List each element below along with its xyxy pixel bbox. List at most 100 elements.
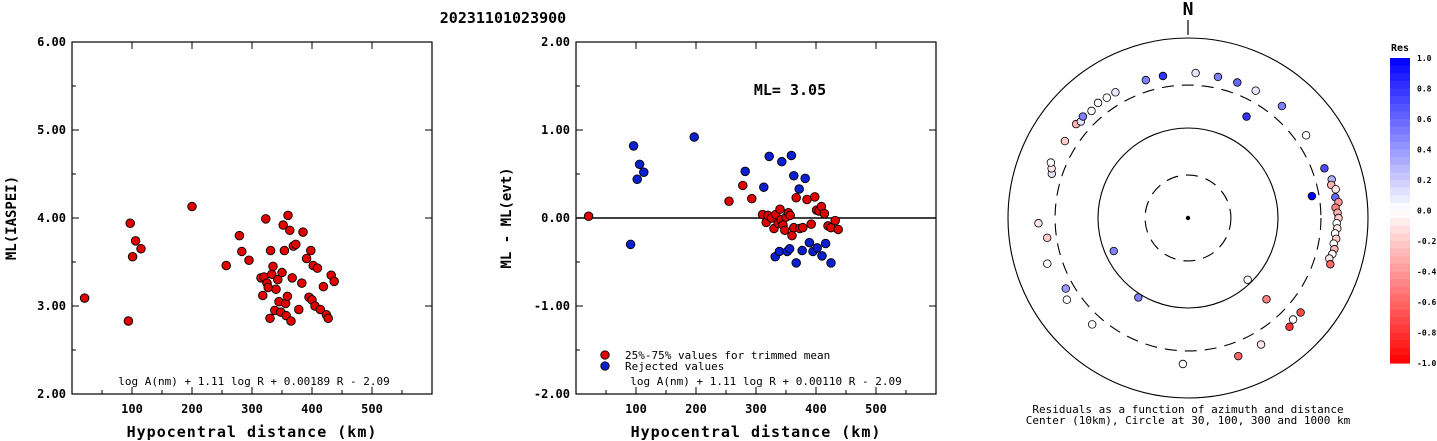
colorbar-step bbox=[1390, 164, 1410, 173]
x-tick-label: 400 bbox=[805, 402, 827, 416]
y-axis-label: ML(IASPEI) bbox=[4, 176, 20, 260]
magnitude-point bbox=[282, 291, 293, 302]
rejected-point bbox=[689, 132, 699, 142]
formula-text: log A(nm) + 1.11 log R + 0.00189 R - 2.0… bbox=[118, 375, 390, 388]
distance-ring-300km bbox=[1054, 84, 1322, 352]
colorbar-step bbox=[1390, 65, 1410, 74]
station-residual-point bbox=[1087, 320, 1097, 329]
colorbar-step bbox=[1390, 286, 1410, 295]
ring-group bbox=[1007, 37, 1369, 399]
accepted-point bbox=[583, 211, 594, 221]
y-tick-label: 2.00 bbox=[541, 35, 570, 49]
magnitude-point bbox=[286, 316, 296, 326]
magnitude-point bbox=[221, 260, 231, 271]
station-residual-point bbox=[1277, 101, 1287, 111]
point-group bbox=[79, 201, 339, 326]
colorbar-tick-label: 0.2 bbox=[1417, 176, 1432, 185]
station-residual-point bbox=[1111, 88, 1120, 97]
colorbar-step bbox=[1390, 302, 1410, 311]
rejected-point bbox=[804, 237, 815, 248]
accepted-point bbox=[791, 193, 801, 203]
tick-group: 100 200 300 400 500 2.00 3.00 4.00 5.00 6.00 bbox=[37, 35, 432, 416]
rejected-point bbox=[628, 141, 639, 151]
x-axis-label: Hypocentral distance (km) bbox=[127, 423, 378, 441]
colorbar-step bbox=[1390, 248, 1410, 257]
accepted-point bbox=[738, 180, 748, 191]
colorbar-step bbox=[1390, 317, 1410, 326]
colorbar-step bbox=[1390, 233, 1410, 242]
point-group bbox=[583, 132, 843, 268]
colorbar-step bbox=[1390, 195, 1410, 204]
rejected-point bbox=[740, 166, 750, 177]
accepted-point bbox=[830, 215, 840, 226]
station-residual-point bbox=[1087, 106, 1096, 116]
rejected-point bbox=[800, 173, 810, 184]
colorbar-step bbox=[1390, 355, 1410, 364]
station-residual-point bbox=[1062, 295, 1072, 304]
north-label: N bbox=[1183, 0, 1194, 20]
colorbar-step bbox=[1390, 88, 1410, 97]
magnitude-point bbox=[273, 274, 283, 285]
accepted-point bbox=[802, 194, 812, 205]
x-tick-label: 300 bbox=[745, 402, 767, 416]
azimuth-residual-panel: N Residuals as a function of azimuth and… bbox=[1007, 0, 1436, 427]
rejected-point bbox=[764, 151, 774, 162]
magnitude-point bbox=[294, 304, 304, 315]
colorbar-tick-label: -0.6 bbox=[1417, 298, 1436, 307]
station-residual-point bbox=[1288, 315, 1298, 324]
legend-accepted-label: 25%-75% values for trimmed mean bbox=[625, 349, 830, 362]
colorbar-tick-label: 0.8 bbox=[1417, 85, 1432, 94]
x-tick-label: 200 bbox=[181, 402, 203, 416]
rejected-point bbox=[826, 258, 836, 268]
station-residual-point bbox=[1061, 284, 1070, 293]
rejected-point bbox=[794, 184, 804, 194]
y-tick-label: 0.00 bbox=[541, 211, 570, 225]
station-residual-point bbox=[1102, 93, 1112, 102]
colorbar-tick-label: 1.0 bbox=[1417, 54, 1432, 63]
station-residual-point bbox=[1213, 72, 1223, 82]
magnitude-point bbox=[136, 244, 146, 254]
accepted-point bbox=[806, 219, 816, 229]
colorbar-tick-label: -0.2 bbox=[1417, 237, 1436, 246]
y-axis-label: ML - ML(evt) bbox=[499, 167, 515, 268]
station-residual-point bbox=[1178, 359, 1188, 369]
colorbar-step bbox=[1390, 241, 1410, 250]
station-residual-point bbox=[1158, 71, 1168, 81]
station-residual-point bbox=[1078, 112, 1088, 121]
magnitude-point bbox=[298, 227, 308, 237]
rejected-point bbox=[632, 174, 642, 185]
colorbar-tick-label: -1.0 bbox=[1417, 359, 1436, 368]
colorbar-step bbox=[1390, 157, 1410, 166]
magnitude-point bbox=[265, 245, 276, 256]
plot-frame bbox=[71, 41, 433, 395]
distance-ring-1000km bbox=[1007, 37, 1369, 399]
y-tick-label: -1.00 bbox=[534, 299, 570, 313]
colorbar-tick-label: -0.8 bbox=[1417, 329, 1436, 338]
magnitude-point bbox=[277, 267, 287, 278]
magnitude-point bbox=[271, 284, 281, 295]
station-residual-point bbox=[1046, 158, 1056, 167]
x-tick-label: 300 bbox=[241, 402, 263, 416]
y-tick-label: 5.00 bbox=[37, 123, 66, 137]
magnitude-point bbox=[278, 220, 288, 230]
rejected-point bbox=[797, 245, 807, 256]
magnitude-point bbox=[79, 293, 90, 303]
station-residual-point bbox=[1243, 275, 1252, 284]
x-tick-label: 400 bbox=[301, 402, 323, 416]
formula-text: log A(nm) + 1.11 log R + 0.00110 R - 2.0… bbox=[630, 375, 902, 388]
magnitude-point bbox=[244, 255, 254, 265]
station-residual-point bbox=[1326, 260, 1335, 269]
colorbar-step bbox=[1390, 279, 1410, 288]
magnitude-point bbox=[301, 253, 312, 264]
colorbar-step bbox=[1390, 58, 1410, 67]
colorbar-tick-label: 0.6 bbox=[1417, 115, 1432, 124]
station-residual-point bbox=[1296, 308, 1305, 317]
colorbar-step bbox=[1390, 347, 1410, 356]
legend-accepted-marker bbox=[600, 350, 610, 360]
station-residual-point bbox=[1043, 259, 1052, 268]
y-tick-label: 3.00 bbox=[37, 299, 66, 313]
station-residual-point bbox=[1242, 112, 1251, 121]
station-residual-point bbox=[1262, 295, 1271, 304]
station-residual-point bbox=[1251, 86, 1260, 95]
magnitude-point bbox=[283, 210, 293, 221]
